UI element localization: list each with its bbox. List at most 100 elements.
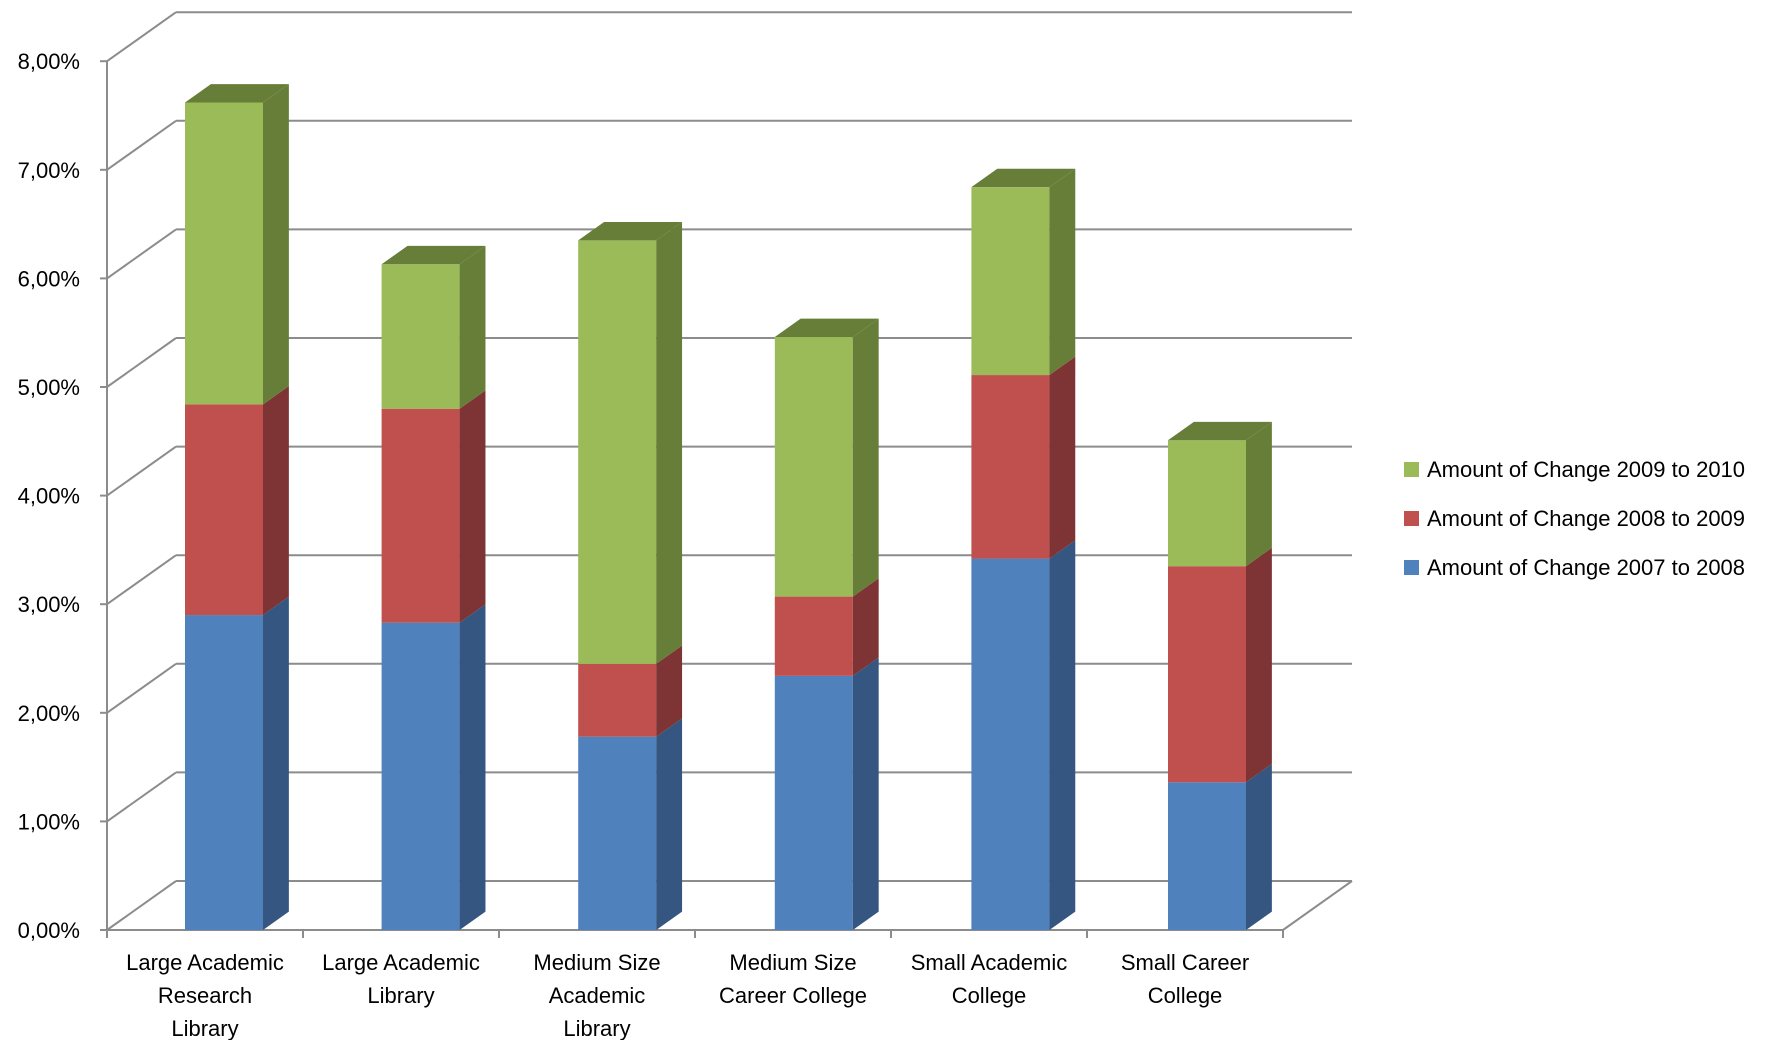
y-tick-label: 0,00% [18,918,80,943]
bar-side-face [852,318,879,597]
gridlines [106,11,1352,882]
floor-right-edge [1282,880,1353,931]
gridline-diagonal [106,662,177,714]
x-axis-category-labels: Large Academic Research Library Large Acade… [126,950,1249,1041]
bar-side-face [656,222,683,664]
bars [185,84,1272,930]
bar-front-face [381,622,460,930]
bar-segment [971,356,1076,559]
bar-front-face [185,102,263,405]
bar-segment [1168,421,1272,567]
bar-segment [381,390,486,623]
legend-label: Amount of Change 2008 to 2009 [1427,506,1745,531]
bar-segment [971,540,1076,930]
bar-front-face [1168,440,1246,567]
bar-side-face [1246,547,1272,783]
gridline-diagonal [106,228,177,280]
x-category-label: Large Academic Library [322,950,480,1008]
bar-top-face [1168,421,1272,441]
bar-segment [185,386,289,616]
bar-front-face [971,558,1050,930]
bar-segment [1168,547,1272,783]
gridline-diagonal [106,445,177,497]
y-tick-label: 5,00% [18,375,80,400]
x-category-label: Large Academic Research Library [126,950,284,1040]
bar-front-face [381,408,460,623]
bar-segment [774,318,879,597]
legend-label: Amount of Change 2009 to 2010 [1427,457,1745,482]
y-axis-tick-labels: 0,00% 1,00% 2,00% 3,00% 4,00% 5,00% 6,00% 7,00%… [18,49,107,943]
bar-segment [774,657,879,930]
legend-swatch [1404,511,1419,526]
bar-top-face [578,222,683,241]
bar-top-face [185,84,289,103]
bar-side-face [1049,540,1076,930]
legend: Amount of Change 2009 to 2010 Amount of C… [1404,457,1745,580]
bar-side-face [656,645,683,737]
bar-side-face [459,604,486,930]
bar-side-face [1246,421,1272,567]
gridline-diagonal [106,119,177,171]
gridline-diagonal [106,554,177,606]
bar-segment [578,222,683,664]
bar-front-face [1168,782,1246,930]
bar-front-face [381,264,460,409]
y-tick-label: 7,00% [18,158,80,183]
bar-segment [381,604,486,930]
x-category-label: Medium Size Career College [719,950,867,1008]
bar-side-face [1049,356,1076,559]
gridline-diagonal [106,11,177,63]
bar-side-face [1246,763,1272,930]
bar-side-face [263,84,289,405]
bar-segment [971,168,1076,376]
y-tick-label: 3,00% [18,592,80,617]
bar-segment [185,84,289,405]
bar-side-face [263,386,289,616]
bar-side-face [656,718,683,930]
bar-side-face [459,245,486,409]
bar-front-face [185,615,263,930]
bar-side-face [852,657,879,930]
bar-front-face [578,736,657,930]
bar-top-face [774,318,879,338]
y-tick-label: 2,00% [18,701,80,726]
y-tick-label: 1,00% [18,809,80,834]
bar-segment [578,718,683,930]
legend-entry: Amount of Change 2007 to 2008 [1404,555,1745,580]
y-tick-label: 4,00% [18,484,80,509]
legend-label: Amount of Change 2007 to 2008 [1427,555,1745,580]
gridline-diagonal [106,771,177,823]
bar-side-face [1049,168,1076,376]
bar-front-face [1168,566,1246,783]
bar-top-face [381,245,486,265]
bar-side-face [263,596,289,930]
bar-front-face [774,337,853,597]
x-category-label: Medium Size Academic Library [533,950,660,1040]
bar-segment [381,245,486,409]
bar-top-face [971,168,1076,188]
axes [106,61,1353,938]
bar-segment [774,578,879,676]
bar-front-face [774,675,853,930]
bar-front-face [185,404,263,616]
bar-segment [185,596,289,930]
y-tick-label: 6,00% [18,266,80,291]
bar-front-face [971,375,1050,559]
bar-segment [1168,763,1272,930]
floor-left-edge [106,880,177,931]
legend-entry: Amount of Change 2009 to 2010 [1404,457,1745,482]
bar-front-face [774,596,853,676]
bar-segment [578,645,683,737]
legend-swatch [1404,462,1419,477]
bar-side-face [852,578,879,676]
legend-entry: Amount of Change 2008 to 2009 [1404,506,1745,531]
bar-front-face [578,240,657,664]
bar-side-face [459,390,486,623]
x-category-label: Small Academic College [911,950,1068,1008]
legend-swatch [1404,560,1419,575]
bar-front-face [971,187,1050,376]
x-category-label: Small Career College [1121,950,1249,1008]
gridline-diagonal [106,337,177,388]
